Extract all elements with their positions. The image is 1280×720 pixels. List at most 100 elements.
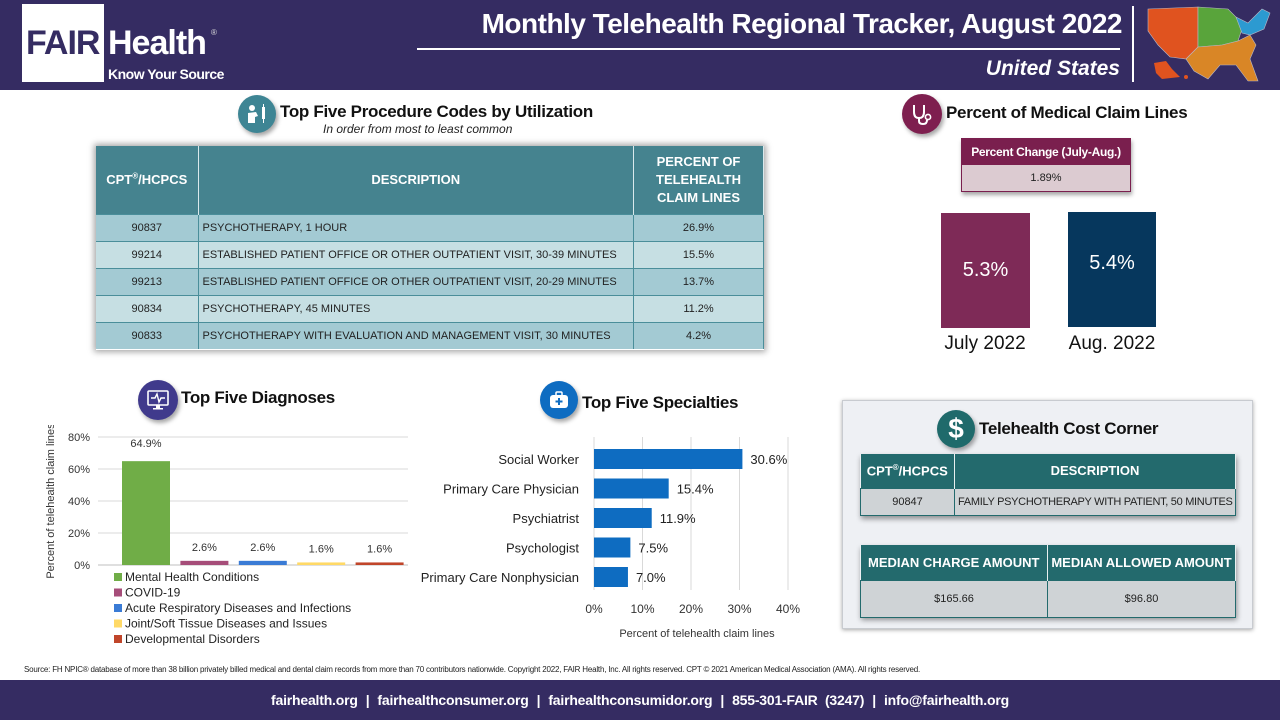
logo-fair-text: FAIR bbox=[26, 24, 100, 62]
legend-swatch bbox=[114, 604, 122, 612]
row-percent: 11.2% bbox=[633, 294, 764, 322]
y-tick-label: 0% bbox=[74, 560, 90, 572]
title-divider bbox=[417, 48, 1120, 50]
row-description: PSYCHOTHERAPY WITH EVALUATION AND MANAGE… bbox=[198, 321, 634, 349]
bar bbox=[297, 562, 346, 565]
table-row: 90847 FAMILY PSYCHOTHERAPY WITH PATIENT,… bbox=[860, 487, 1236, 516]
footer-link-consumidor[interactable]: fairhealthconsumidor.org bbox=[548, 692, 713, 708]
medical-kit-icon bbox=[540, 381, 578, 419]
legend-label: Mental Health Conditions bbox=[125, 570, 259, 584]
august-bar: 5.4% bbox=[1068, 212, 1156, 327]
map-region-northeast bbox=[1235, 8, 1271, 36]
cost-col-description: DESCRIPTION bbox=[954, 454, 1236, 488]
percent-change-header: Percent Change (July-Aug.) bbox=[962, 139, 1130, 165]
header-vertical-divider bbox=[1132, 6, 1134, 82]
bar bbox=[594, 449, 743, 469]
specialties-chart: 0% 10% 20% 30% 40%Percent of telehealth clai… bbox=[421, 437, 800, 640]
medical-claims-title: Percent of Medical Claim Lines bbox=[946, 103, 1188, 122]
data-label: 1.6% bbox=[309, 543, 334, 555]
cost-description: FAMILY PSYCHOTHERAPY WITH PATIENT, 50 MI… bbox=[954, 487, 1236, 516]
x-axis-label: Percent of telehealth claim lines bbox=[619, 628, 775, 640]
map-region-midwest bbox=[1197, 6, 1243, 48]
map-region-alaska bbox=[1154, 61, 1180, 79]
dollar-glyph: $ bbox=[948, 413, 964, 444]
row-code: 90837 bbox=[96, 213, 199, 241]
row-percent: 26.9% bbox=[633, 213, 764, 241]
category-label: Primary Care Nonphysician bbox=[421, 570, 579, 585]
footer-separator: | bbox=[536, 692, 541, 708]
logo-box bbox=[22, 4, 104, 82]
y-axis-label: Percent of telehealth claim lines bbox=[45, 425, 57, 579]
y-tick-label: 40% bbox=[68, 496, 90, 508]
row-percent: 4.2% bbox=[633, 321, 764, 349]
region-label: United States bbox=[985, 57, 1120, 80]
diagnoses-title: Top Five Diagnoses bbox=[181, 388, 335, 407]
footer-link-fairhealth[interactable]: fairhealth.org bbox=[271, 692, 358, 708]
logo-tagline: Know Your Source bbox=[108, 66, 224, 82]
x-tick-label: 10% bbox=[630, 602, 654, 616]
percent-change-table: Percent Change (July-Aug.) 1.89% bbox=[961, 138, 1131, 192]
map-region-west bbox=[1147, 6, 1199, 60]
y-tick-label: 60% bbox=[68, 464, 90, 476]
y-tick-label: 20% bbox=[68, 528, 90, 540]
table-row: 90834 PSYCHOTHERAPY, 45 MINUTES 11.2% bbox=[96, 294, 764, 322]
cost-col-code-tail: /HCPCS bbox=[898, 463, 948, 479]
specialties-title: Top Five Specialties bbox=[582, 393, 739, 412]
x-tick-label: 20% bbox=[679, 602, 703, 616]
table-row: $165.66 $96.80 bbox=[860, 579, 1236, 618]
cost-amount-header: MEDIAN CHARGE AMOUNT MEDIAN ALLOWED AMOU… bbox=[860, 545, 1236, 580]
july-bar: 5.3% bbox=[941, 213, 1030, 328]
footer-email[interactable]: info@fairhealth.org bbox=[883, 692, 1009, 708]
bar bbox=[594, 567, 628, 587]
procedures-table-header: CPT®/HCPCS DESCRIPTION PERCENT OF TELEHE… bbox=[96, 146, 764, 214]
july-label: July 2022 bbox=[944, 333, 1026, 354]
legend-swatch bbox=[114, 619, 122, 628]
row-description: ESTABLISHED PATIENT OFFICE OR OTHER OUTP… bbox=[198, 267, 634, 295]
category-label: Social Worker bbox=[498, 452, 579, 467]
legend-swatch bbox=[114, 588, 122, 597]
legend-label: Joint/Soft Tissue Diseases and Issues bbox=[125, 617, 327, 631]
row-percent: 15.5% bbox=[633, 240, 764, 268]
x-tick-label: 0% bbox=[585, 602, 603, 616]
legend-label: Developmental Disorders bbox=[125, 632, 260, 646]
monitor-heartbeat-icon bbox=[138, 380, 178, 420]
col-header-code-tail: /HCPCS bbox=[138, 171, 188, 187]
data-label: 2.6% bbox=[192, 542, 217, 554]
procedures-subtitle: In order from most to least common bbox=[323, 122, 513, 136]
data-label: 15.4% bbox=[677, 482, 714, 497]
data-label: 7.0% bbox=[636, 570, 666, 585]
logo-registered-mark: ® bbox=[211, 28, 217, 37]
row-description: ESTABLISHED PATIENT OFFICE OR OTHER OUTP… bbox=[198, 240, 634, 268]
map-region-south bbox=[1185, 34, 1259, 82]
table-row: 99214 ESTABLISHED PATIENT OFFICE OR OTHE… bbox=[96, 240, 764, 268]
procedures-title: Top Five Procedure Codes by Utilization bbox=[280, 102, 593, 121]
row-description: PSYCHOTHERAPY, 1 HOUR bbox=[198, 213, 634, 241]
cost-code-table: CPT®/HCPCS DESCRIPTION 90847 FAMILY PSYC… bbox=[860, 454, 1236, 516]
cost-code: 90847 bbox=[860, 487, 955, 516]
data-label: 1.6% bbox=[367, 543, 392, 555]
bar bbox=[180, 560, 229, 565]
col-header-percent: PERCENT OF TELEHEALTH CLAIM LINES bbox=[633, 146, 764, 214]
stethoscope-icon bbox=[902, 94, 942, 134]
doctor-vaccine-icon bbox=[238, 95, 276, 133]
row-percent: 13.7% bbox=[633, 267, 764, 295]
bar bbox=[122, 461, 170, 565]
dollar-icon: $ bbox=[937, 410, 975, 448]
july-value: 5.3% bbox=[962, 259, 1009, 281]
bar bbox=[238, 560, 287, 565]
cost-code-header: CPT®/HCPCS DESCRIPTION bbox=[860, 454, 1236, 488]
bar bbox=[594, 478, 669, 499]
header-banner: FAIR Health ® Know Your Source Monthly T… bbox=[0, 0, 1280, 90]
x-tick-label: 40% bbox=[776, 602, 800, 616]
data-label: 30.6% bbox=[750, 452, 787, 467]
bar bbox=[594, 537, 631, 558]
data-label: 2.6% bbox=[250, 542, 275, 554]
data-label: 64.9% bbox=[130, 438, 161, 450]
col-header-code-text: CPT bbox=[106, 171, 133, 187]
row-description: PSYCHOTHERAPY, 45 MINUTES bbox=[198, 294, 634, 322]
footer-phone[interactable]: 855-301-FAIR (3247) bbox=[732, 692, 865, 708]
footer-link-consumer[interactable]: fairhealthconsumer.org bbox=[377, 692, 529, 708]
data-label: 7.5% bbox=[638, 541, 668, 556]
page-title: Monthly Telehealth Regional Tracker, Aug… bbox=[481, 8, 1123, 39]
footer-separator: | bbox=[872, 692, 876, 708]
